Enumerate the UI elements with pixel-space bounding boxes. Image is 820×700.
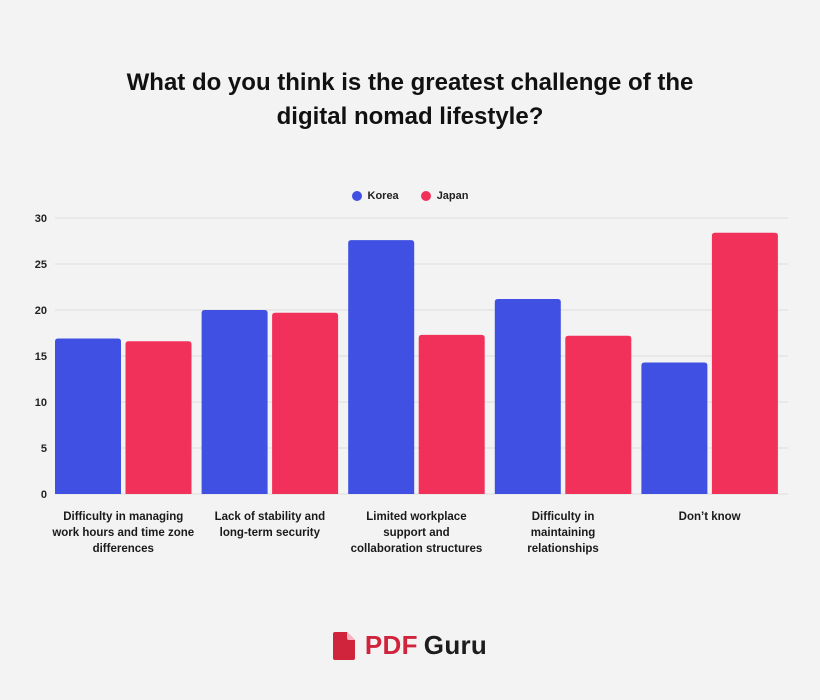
chart-legend: Korea Japan: [0, 190, 820, 202]
legend-swatch-korea: [351, 191, 362, 201]
x-tick-label-line: support and: [383, 527, 450, 539]
x-tick-label: Lack of stability and long-term security: [195, 509, 345, 541]
bar-korea-1: [201, 310, 268, 494]
brand-name-pdf: PDF: [364, 630, 418, 660]
bar-korea-4: [641, 362, 708, 494]
y-tick-label: 0: [41, 489, 47, 501]
bar-japan-0: [125, 341, 192, 494]
x-tick-label: Don’t know: [635, 509, 785, 525]
bar-korea-2: [348, 240, 415, 494]
y-tick-label: 20: [35, 305, 47, 317]
x-tick-label-line: work hours and time zone: [52, 527, 195, 539]
brand-logo: PDF Guru: [0, 630, 820, 661]
chart-title-line-1: What do you think is the greatest challe…: [126, 69, 694, 96]
x-tick-label-line: maintaining: [530, 527, 596, 539]
bar-japan-4: [711, 232, 778, 494]
y-tick-label: 5: [41, 443, 47, 455]
bar-korea-0: [55, 338, 121, 494]
x-tick-label: Limited workplace support and collaboratio…: [341, 509, 491, 557]
x-tick-label: Difficulty in managing work hours and tim…: [48, 509, 198, 557]
x-tick-label-line: relationships: [527, 543, 599, 555]
x-tick-label-line: collaboration structures: [350, 543, 483, 555]
x-tick-label-line: long-term security: [219, 527, 320, 539]
x-tick-label-line: Difficulty in: [531, 511, 595, 523]
y-tick-label: 25: [35, 259, 47, 271]
x-tick-label-line: differences: [92, 543, 154, 555]
bar-korea-3: [494, 298, 561, 494]
y-tick-label: 10: [35, 397, 47, 409]
x-tick-label: Difficulty in maintaining relationships: [488, 509, 638, 557]
x-tick-label-line: Difficulty in managing: [63, 511, 184, 523]
y-tick-label: 30: [35, 213, 47, 225]
y-tick-label: 15: [35, 351, 47, 363]
bar-japan-1: [272, 312, 339, 494]
legend-item-korea: Korea: [351, 190, 399, 202]
x-tick-label-line: Limited workplace: [366, 511, 467, 523]
brand-name-guru: Guru: [423, 630, 488, 660]
x-tick-label-line: Don’t know: [678, 511, 741, 523]
bar-japan-2: [418, 334, 485, 494]
legend-item-japan: Japan: [420, 190, 469, 202]
legend-label-korea: Korea: [367, 190, 399, 202]
chart-title-line-2: digital nomad lifestyle?: [276, 103, 544, 130]
pdf-file-icon: [332, 631, 355, 660]
legend-swatch-japan: [420, 191, 431, 201]
brand-name: PDF Guru: [365, 630, 487, 661]
bar-japan-3: [565, 335, 632, 494]
legend-label-japan: Japan: [436, 190, 469, 202]
chart-title: What do you think is the greatest challe…: [60, 66, 760, 134]
x-tick-label-line: Lack of stability and: [214, 511, 326, 523]
